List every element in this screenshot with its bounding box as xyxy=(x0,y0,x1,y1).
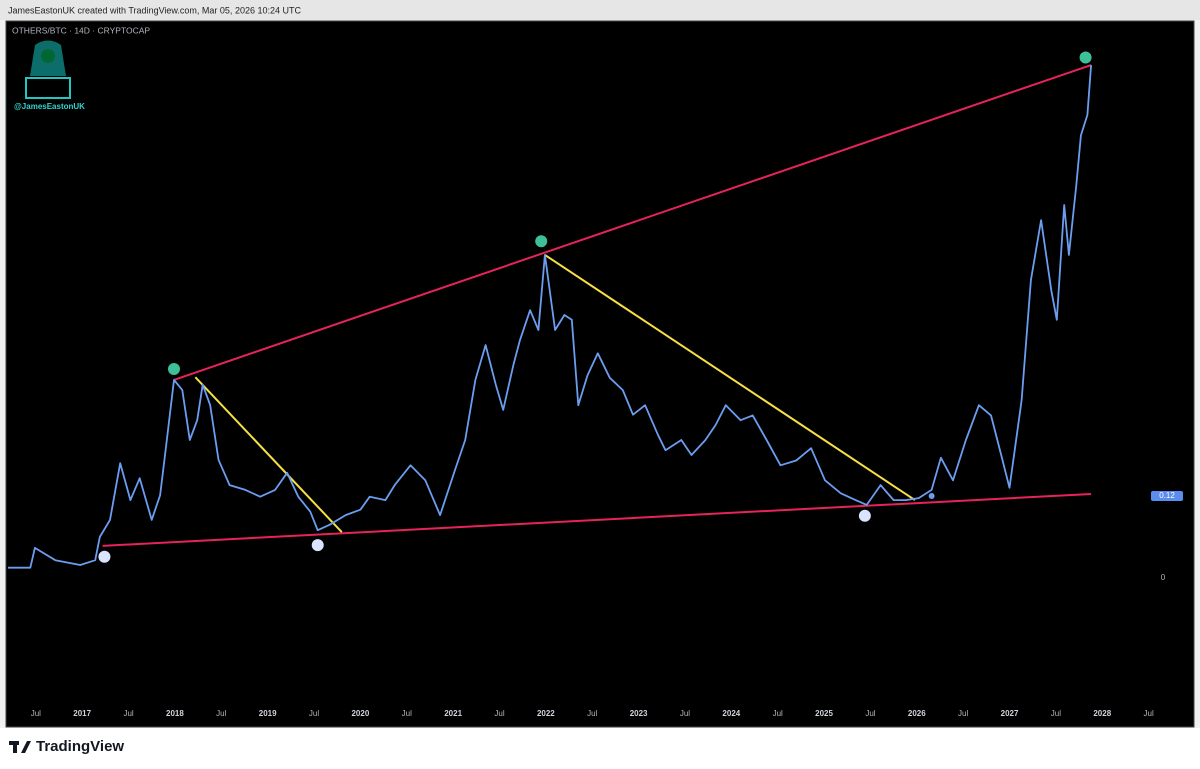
footer-bar xyxy=(0,728,1200,769)
marker-dot xyxy=(928,493,935,500)
x-tick-label: Jul xyxy=(1144,709,1154,718)
marker-dot xyxy=(98,550,111,563)
x-tick-label: 2026 xyxy=(908,709,926,718)
x-tick-label: 2019 xyxy=(259,709,277,718)
brand-logo xyxy=(9,741,31,753)
price-line xyxy=(8,64,1092,569)
x-tick-label: Jul xyxy=(123,709,133,718)
chart-pane xyxy=(5,20,1195,728)
x-tick-label: 2028 xyxy=(1093,709,1111,718)
watermark-icon xyxy=(25,40,71,99)
x-tick-label: 2024 xyxy=(722,709,740,718)
x-tick-label: 2023 xyxy=(630,709,648,718)
x-tick-label: 2020 xyxy=(351,709,369,718)
header-text: JamesEastonUK created with TradingView.c… xyxy=(8,5,301,15)
x-tick-label: 2021 xyxy=(444,709,462,718)
trendline xyxy=(102,492,1092,547)
marker-dot xyxy=(858,509,871,522)
watermark-text: @JamesEastonUK xyxy=(14,102,85,111)
y-tick-label: 0 xyxy=(1161,573,1166,582)
x-tick-label: Jul xyxy=(309,709,319,718)
trendline xyxy=(173,64,1092,381)
x-tick-label: 2027 xyxy=(1001,709,1019,718)
x-tick-label: 2022 xyxy=(537,709,555,718)
marker-dot xyxy=(535,235,548,248)
marker-dot xyxy=(311,539,324,552)
trendline xyxy=(544,254,916,501)
header-bar xyxy=(0,0,1200,20)
brand-text: TradingView xyxy=(36,738,124,755)
x-tick-label: Jul xyxy=(680,709,690,718)
x-tick-label: Jul xyxy=(958,709,968,718)
x-tick-label: Jul xyxy=(402,709,412,718)
x-tick-label: 2017 xyxy=(73,709,91,718)
x-tick-label: Jul xyxy=(1051,709,1061,718)
price-label-box xyxy=(1151,491,1183,502)
x-tick-label: 2018 xyxy=(166,709,184,718)
x-tick-label: Jul xyxy=(773,709,783,718)
x-tick-label: Jul xyxy=(865,709,875,718)
marker-dot xyxy=(1079,51,1092,64)
trendline xyxy=(194,376,343,533)
marker-dot xyxy=(167,362,180,375)
x-tick-label: Jul xyxy=(31,709,41,718)
price-label: 0.12 xyxy=(1159,491,1175,500)
x-tick-label: 2025 xyxy=(815,709,833,718)
x-tick-label: Jul xyxy=(587,709,597,718)
x-tick-label: Jul xyxy=(494,709,504,718)
symbol-label: OTHERS/BTC · 14D · CRYPTOCAP xyxy=(12,25,150,35)
x-tick-label: Jul xyxy=(216,709,226,718)
